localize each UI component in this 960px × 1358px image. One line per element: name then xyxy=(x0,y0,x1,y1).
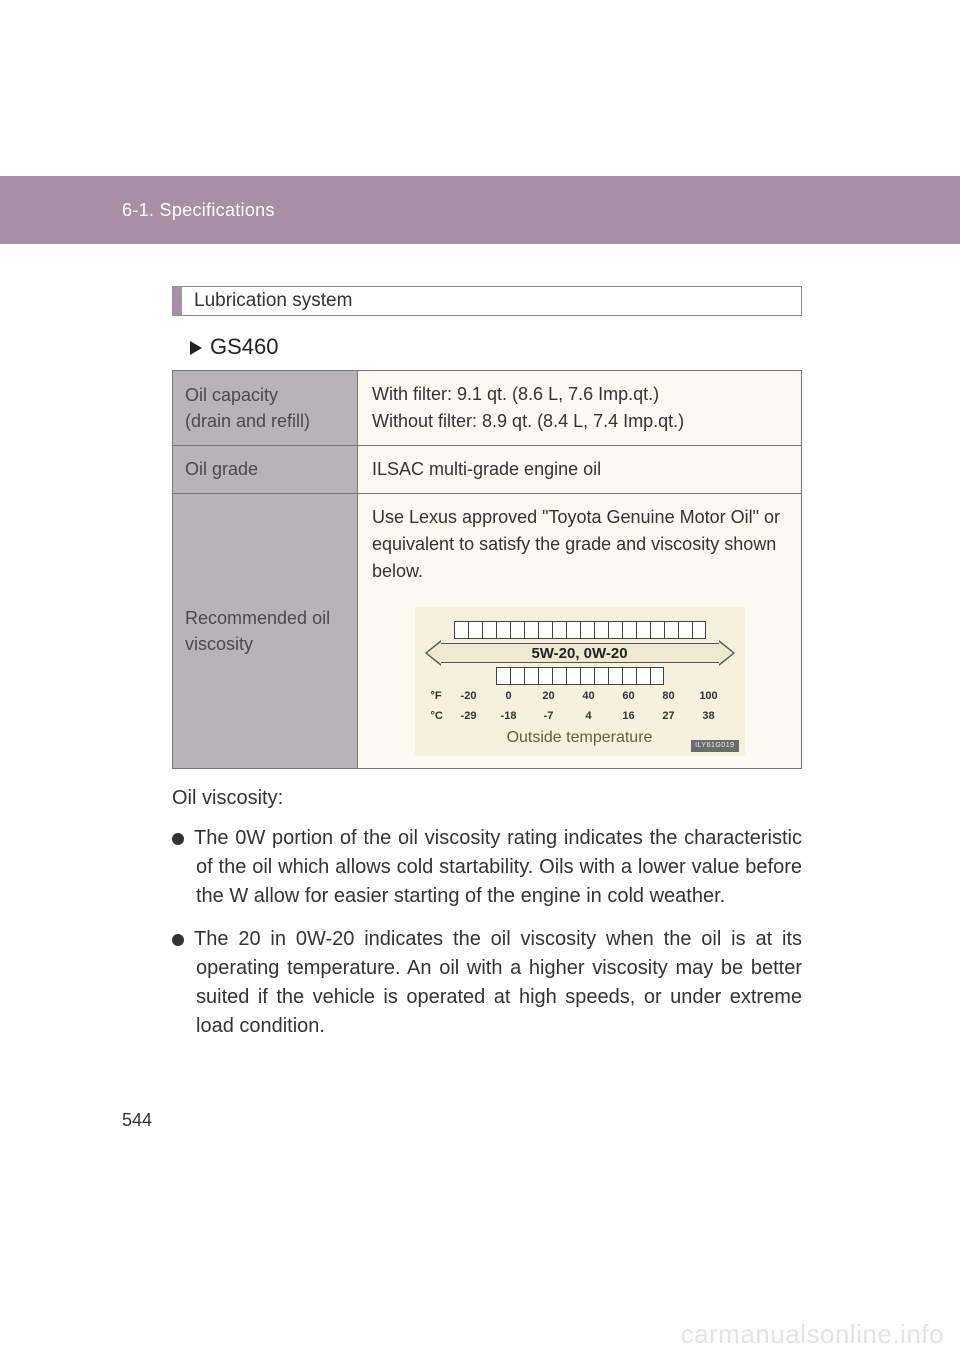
spec-table: Oil capacity (drain and refill) With fil… xyxy=(172,370,802,769)
table-row: Oil grade ILSAC multi-grade engine oil xyxy=(173,446,802,494)
arrow-label: 5W-20, 0W-20 xyxy=(441,643,719,663)
model-name: GS460 xyxy=(210,334,279,359)
model-heading: GS460 xyxy=(190,334,802,360)
bullet-list: The 0W portion of the oil viscosity rati… xyxy=(172,824,802,1041)
spec-key: Oil grade xyxy=(173,446,358,494)
arrow-right-icon xyxy=(719,640,735,666)
viscosity-intro: Use Lexus approved "Toyota Genuine Motor… xyxy=(372,504,787,585)
spec-value: Use Lexus approved "Toyota Genuine Motor… xyxy=(358,494,802,769)
body-text: Oil viscosity: The 0W portion of the oil… xyxy=(172,787,802,1041)
spec-value: ILSAC multi-grade engine oil xyxy=(358,446,802,494)
viscosity-figure: 5W-20, 0W-20 °F-20020406080100 °C-29-18-… xyxy=(415,607,745,756)
breadcrumb: 6-1. Specifications xyxy=(122,200,275,221)
spec-value: With filter: 9.1 qt. (8.6 L, 7.6 Imp.qt.… xyxy=(358,371,802,446)
arrow-left-icon xyxy=(425,640,441,666)
triangle-bullet-icon xyxy=(190,341,202,355)
scale-celsius: °C-29-18-74162738 xyxy=(431,708,729,725)
spec-key: Oil capacity (drain and refill) xyxy=(173,371,358,446)
bullet-icon xyxy=(172,833,184,845)
tick-row-top xyxy=(431,621,729,639)
bullet-item: The 0W portion of the oil viscosity rati… xyxy=(172,824,802,911)
bullet-item: The 20 in 0W-20 indicates the oil viscos… xyxy=(172,925,802,1041)
bullet-icon xyxy=(172,934,184,946)
section-title: Lubrication system xyxy=(172,286,802,316)
scale-fahrenheit: °F-20020406080100 xyxy=(431,688,729,705)
table-row: Oil capacity (drain and refill) With fil… xyxy=(173,371,802,446)
intro-line: Oil viscosity: xyxy=(172,787,802,810)
figure-caption: Outside temperature xyxy=(431,726,729,750)
table-row: Recommended oil viscosity Use Lexus appr… xyxy=(173,494,802,769)
page-content: Lubrication system GS460 Oil capacity (d… xyxy=(172,286,802,1055)
page-number: 544 xyxy=(122,1110,152,1131)
viscosity-arrow: 5W-20, 0W-20 xyxy=(431,640,729,666)
figure-tag: ILY61G019 xyxy=(691,740,738,753)
watermark: carmanualsonline.info xyxy=(681,1319,944,1350)
spec-key: Recommended oil viscosity xyxy=(173,494,358,769)
tick-row-bottom xyxy=(431,667,729,685)
